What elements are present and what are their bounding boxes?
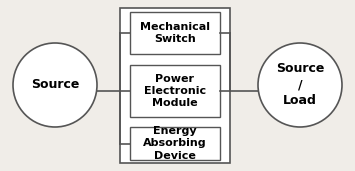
Text: Energy
Absorbing
Device: Energy Absorbing Device (143, 126, 207, 161)
Circle shape (13, 43, 97, 127)
Text: Source
/
Load: Source / Load (276, 62, 324, 108)
Text: Mechanical
Switch: Mechanical Switch (140, 22, 210, 44)
Bar (130, 12, 220, 54)
Circle shape (258, 43, 342, 127)
Bar (120, 8, 230, 163)
Bar (130, 65, 220, 117)
Bar (130, 127, 220, 160)
Text: Source: Source (31, 78, 79, 91)
Text: Power
Electronic
Module: Power Electronic Module (144, 74, 206, 108)
